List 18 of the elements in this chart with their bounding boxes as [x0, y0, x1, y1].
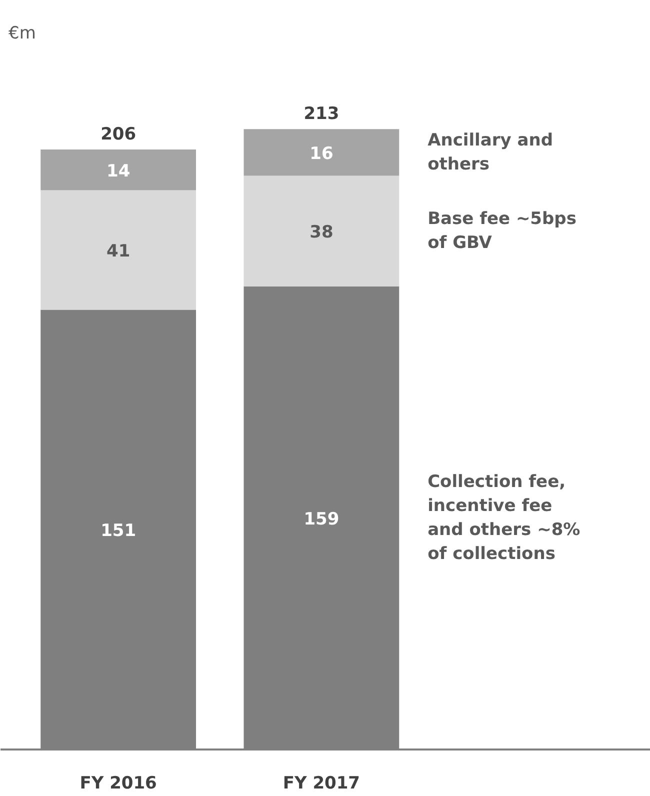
data-label: 41 [106, 242, 130, 262]
x-tick-label: FY 2016 [80, 774, 157, 794]
bar [244, 176, 400, 286]
series-label: Collection fee, incentive fee and others ~8% of collections [428, 472, 580, 564]
series-label: Ancillary and others [428, 130, 553, 174]
total-label: 213 [304, 104, 340, 124]
bar [40, 150, 196, 190]
bar [40, 190, 196, 310]
data-label: 38 [310, 222, 334, 243]
x-tick-label: FY 2017 [282, 774, 360, 794]
data-label: 14 [106, 161, 130, 182]
series-label: Base fee ~5bps of GBV [428, 209, 576, 254]
data-label: 159 [304, 509, 340, 530]
total-label: 206 [100, 124, 136, 145]
data-label: 151 [100, 521, 136, 542]
chart-title: €m [8, 24, 36, 44]
data-label: 16 [310, 144, 334, 164]
bar [244, 129, 400, 176]
